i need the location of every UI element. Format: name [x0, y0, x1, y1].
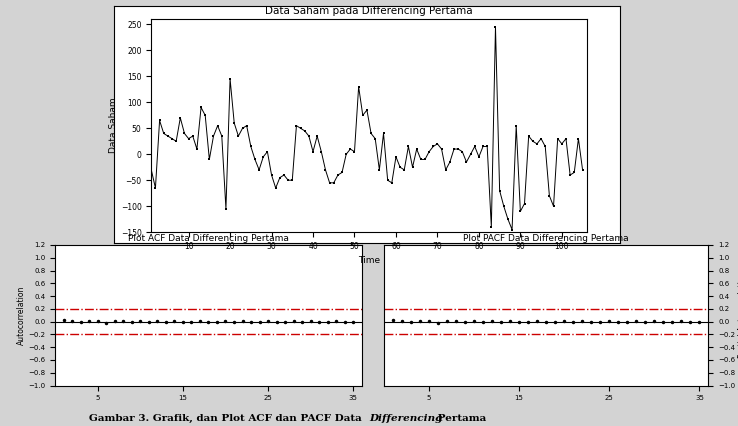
- Text: Differencing: Differencing: [369, 414, 442, 423]
- Text: Gambar 3. Grafik, dan Plot ACF dan PACF Data: Gambar 3. Grafik, dan Plot ACF dan PACF …: [89, 414, 369, 423]
- X-axis label: Time: Time: [358, 256, 380, 265]
- Y-axis label: Data Saham: Data Saham: [109, 98, 118, 153]
- Title: Data Saham pada Differencing Pertama: Data Saham pada Differencing Pertama: [265, 6, 473, 16]
- Y-axis label: Autocorrelation: Autocorrelation: [17, 285, 26, 345]
- Title: Plot PACF Data Differencing Pertama: Plot PACF Data Differencing Pertama: [463, 234, 629, 243]
- Title: Plot ACF Data Differencing Pertama: Plot ACF Data Differencing Pertama: [128, 234, 289, 243]
- Text: Pertama: Pertama: [434, 414, 486, 423]
